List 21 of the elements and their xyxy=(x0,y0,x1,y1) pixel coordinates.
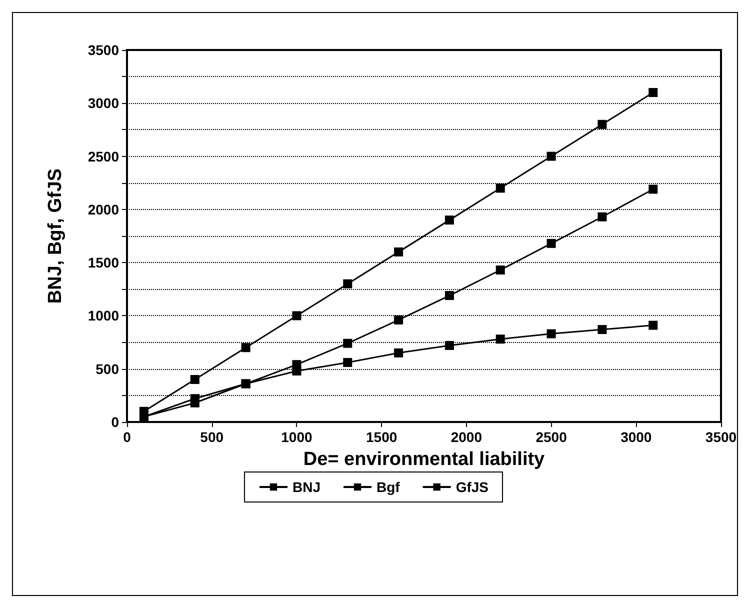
x-tick-label: 1500 xyxy=(366,429,398,445)
y-tick-label: 500 xyxy=(96,360,120,377)
x-tick-label: 3000 xyxy=(620,429,652,445)
x-tick-label: 0 xyxy=(123,429,132,445)
x-axis-title: De= environmental liability xyxy=(303,449,546,470)
x-tick-label: 500 xyxy=(200,429,224,445)
y-tick-label: 2000 xyxy=(88,201,120,218)
y-tick-label: 1500 xyxy=(88,254,120,271)
y-tick-label: 0 xyxy=(111,414,120,430)
legend-label: BNJ xyxy=(292,479,321,495)
y-axis-title: BNJ, Bgf, GfJS xyxy=(45,168,66,304)
x-tick-label: 1000 xyxy=(281,429,312,445)
legend-label: GfJS xyxy=(456,479,489,495)
x-tick-label: 2000 xyxy=(450,429,482,445)
x-tick-label: 2500 xyxy=(536,429,568,445)
y-tick-label: 3500 xyxy=(88,42,120,58)
legend-label: Bgf xyxy=(376,479,400,495)
y-tick-label: 1000 xyxy=(88,308,120,324)
x-tick-label: 3500 xyxy=(705,429,737,445)
y-tick-label: 3000 xyxy=(88,95,120,112)
y-tick-label: 2500 xyxy=(88,148,120,164)
